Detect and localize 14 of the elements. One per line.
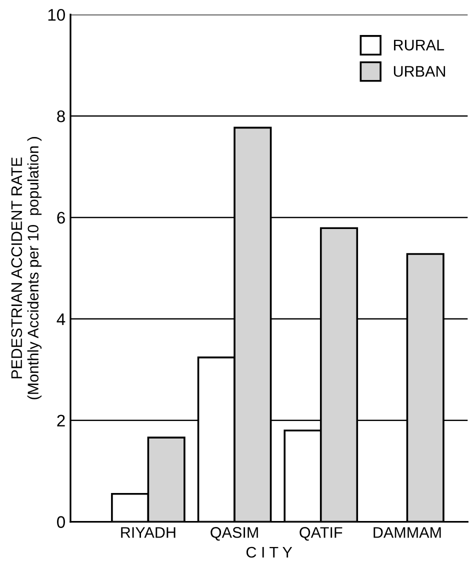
x-axis-title: C I T Y [246,546,292,558]
y-tick-label: 4 [56,313,66,325]
y-axis-title: PEDESTRIAN ACCIDENT RATE (Monthly Accidents per 10 population ) [11,137,42,400]
legend-label: RURAL [394,40,444,50]
x-tick-label: QASIM [210,527,258,541]
y-tick-label: 0 [57,516,65,528]
y-tick-label: 10 [48,8,65,21]
x-tick-label: DAMMAM [374,527,441,538]
y-tick-label: 8 [57,110,65,122]
y-tick-label: 2 [57,414,65,426]
x-tick-label: RIYADH [121,527,176,538]
legend-label: URBAN [394,66,446,77]
y-tick-label: 6 [57,212,65,224]
x-tick-label: QATIF [300,527,342,541]
